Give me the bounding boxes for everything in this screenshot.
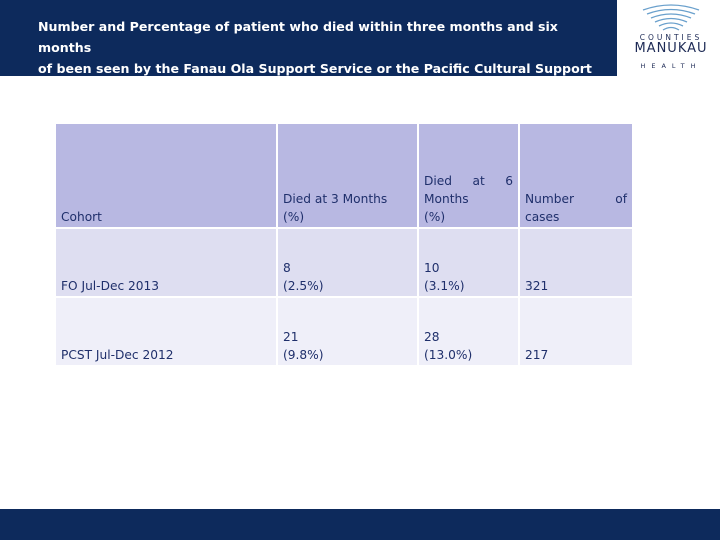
header-died-6-months: Died at 6 Months (%) (417, 122, 520, 229)
wave-emblem-icon (642, 4, 700, 31)
logo-text-counties: COUNTIES (639, 33, 703, 42)
slide-title: Number and Percentage of patient who die… (38, 16, 608, 100)
footer-band (0, 509, 720, 540)
header-cohort: Cohort (54, 122, 278, 229)
slide-title-line-2: of been seen by the Fanau Ola Support Se… (38, 61, 592, 97)
died-6-months-cell: 10 (3.1%) (417, 227, 520, 298)
table-row: FO Jul-Dec 2013 8 (2.5%) 10 (3.1%) 321 (54, 227, 634, 298)
title-banner: Number and Percentage of patient who die… (0, 0, 617, 97)
number-of-cases-cell: 217 (518, 296, 634, 367)
counties-manukau-logo: COUNTIES MANUKAU HEALTH (624, 2, 718, 74)
header-died-3-months: Died at 3 Months (%) (276, 122, 419, 229)
logo-text-health: HEALTH (640, 62, 702, 70)
slide-title-line-1: Number and Percentage of patient who die… (38, 19, 558, 55)
died-3-months-cell: 8 (2.5%) (276, 227, 419, 298)
cohort-cell: FO Jul-Dec 2013 (54, 227, 278, 298)
died-6-months-cell: 28 (13.0%) (417, 296, 520, 367)
died-3-months-cell: 21 (9.8%) (276, 296, 419, 367)
cohort-cell: PCST Jul-Dec 2012 (54, 296, 278, 367)
number-of-cases-cell: 321 (518, 227, 634, 298)
mortality-table: Cohort Died at 3 Months (%) Died at 6 Mo… (54, 122, 634, 367)
logo-text-manukau: MANUKAU (634, 41, 708, 56)
header-number-of-cases: Number of cases (518, 122, 634, 229)
table-header-row: Cohort Died at 3 Months (%) Died at 6 Mo… (54, 122, 634, 229)
table-row: PCST Jul-Dec 2012 21 (9.8%) 28 (13.0%) 2… (54, 296, 634, 367)
